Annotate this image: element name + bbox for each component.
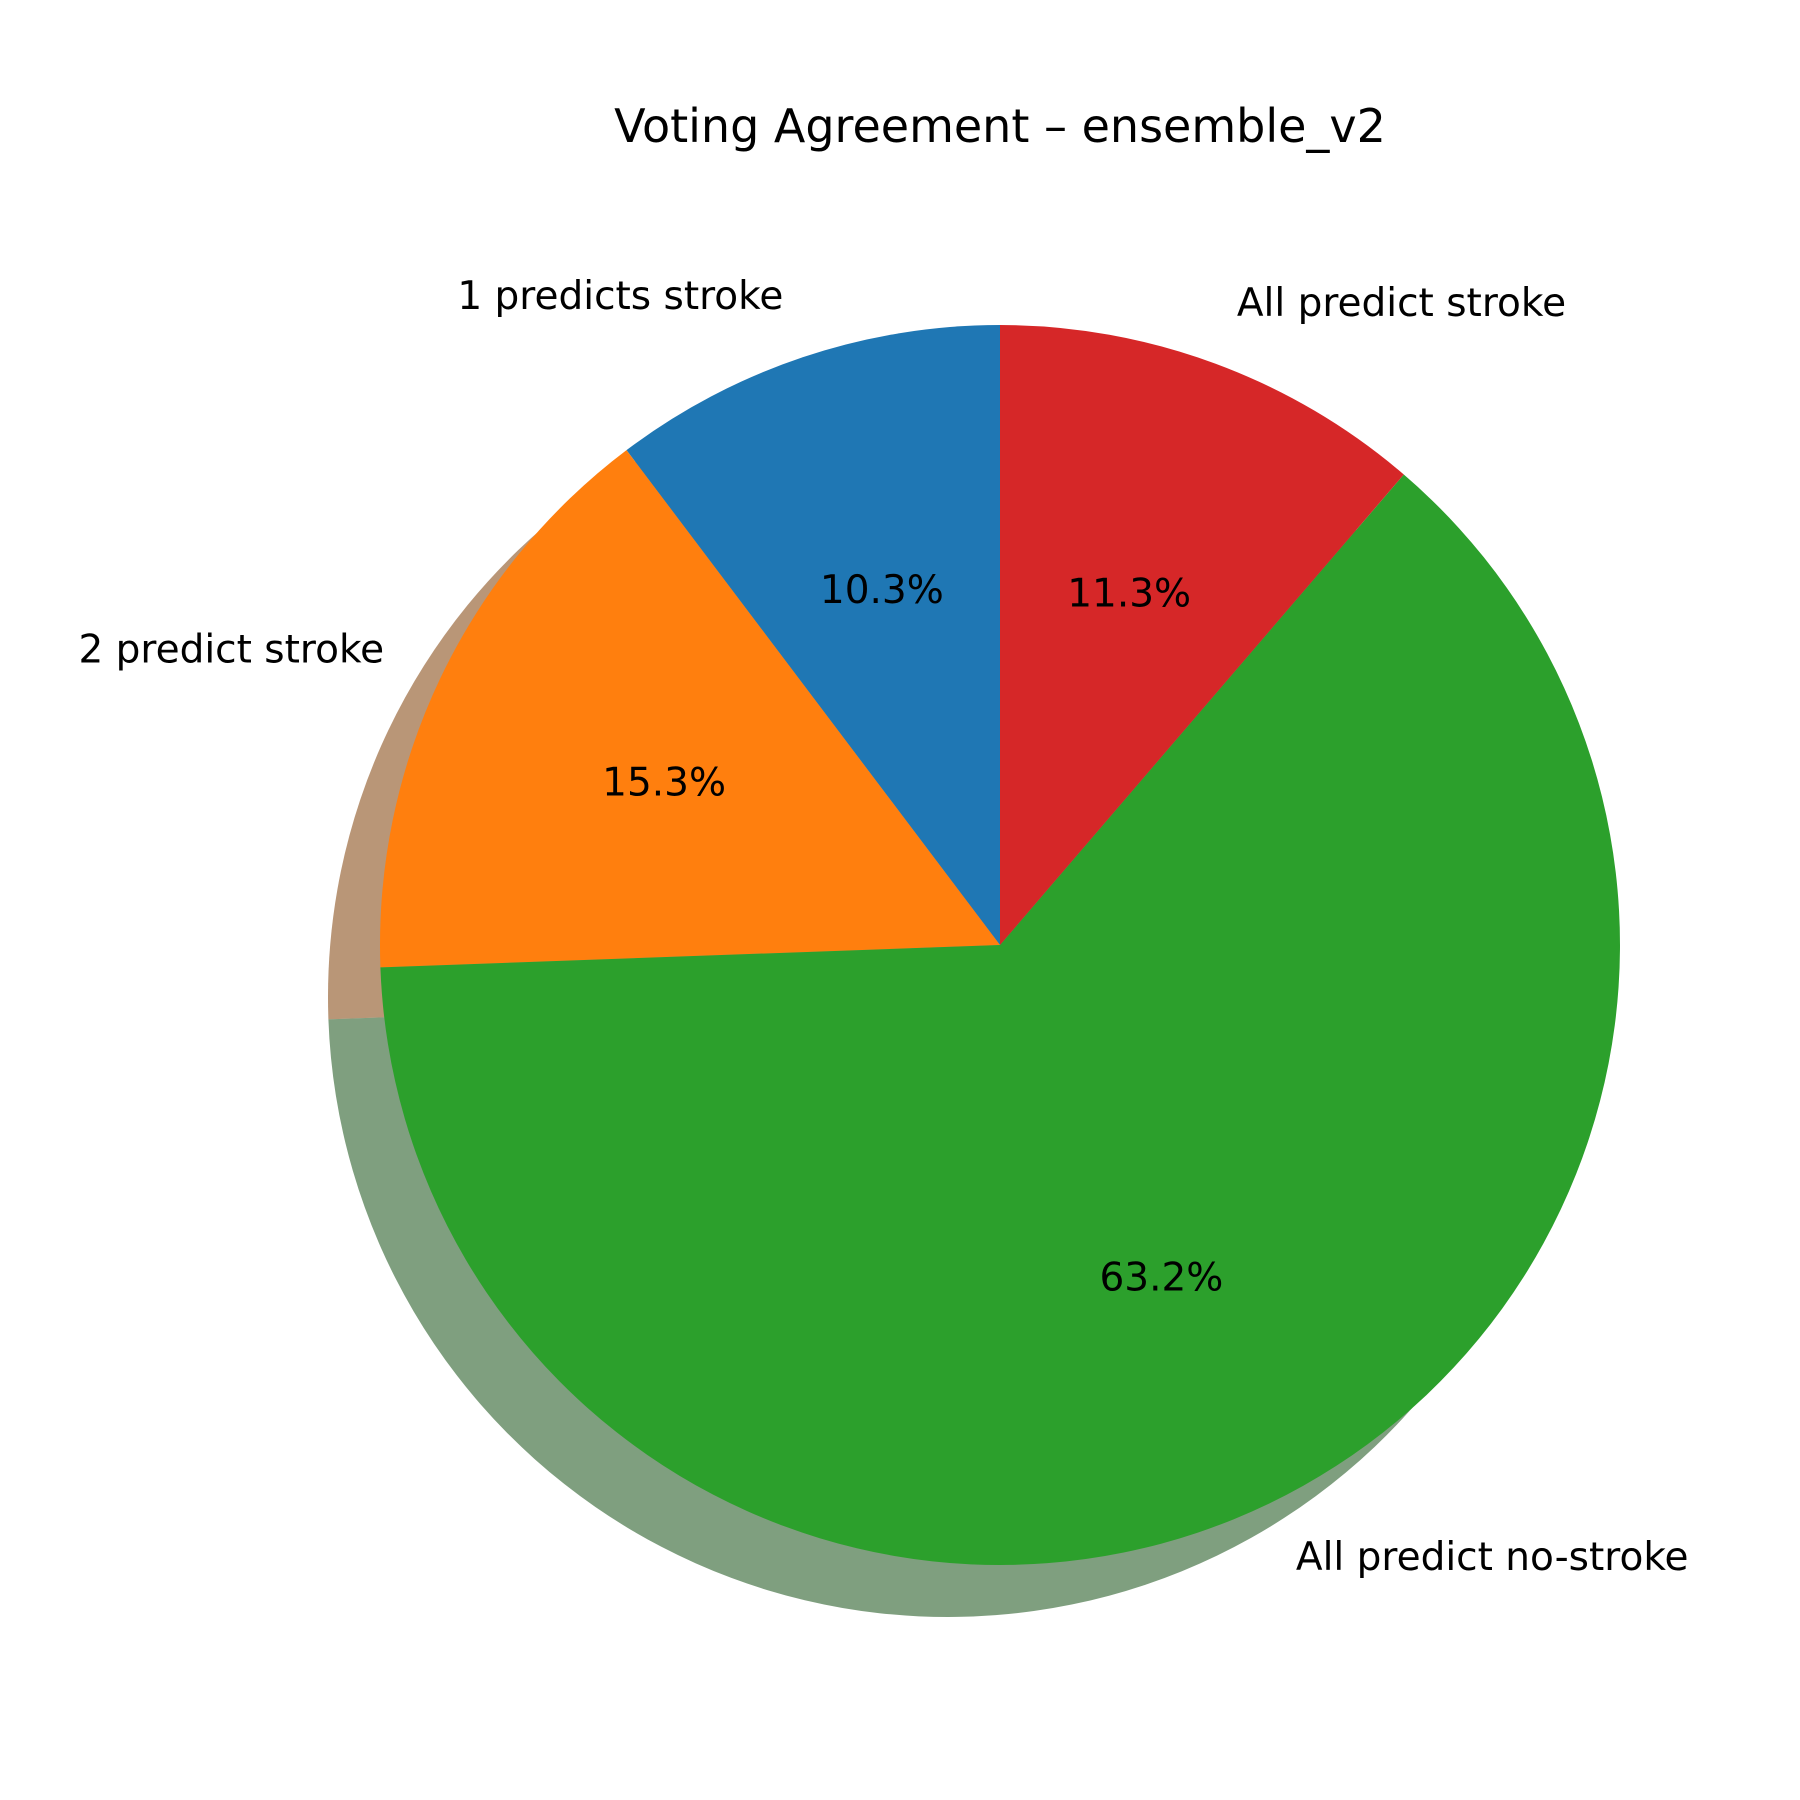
pct-label-all-predict-no-stroke: 63.2% bbox=[1099, 1256, 1223, 1301]
pie-slices bbox=[379, 325, 1620, 1566]
slice-2-predict-stroke bbox=[379, 450, 1001, 968]
pct-label-all-predict-stroke: 11.3% bbox=[1067, 572, 1191, 617]
slice-1-predicts-stroke bbox=[626, 325, 1000, 945]
label-2-predict-stroke: 2 predict stroke bbox=[78, 627, 384, 672]
slice-all-predict-stroke bbox=[1000, 325, 1404, 945]
pie-labels: 1 predicts stroke 10.3% 2 predict stroke 15… bbox=[78, 274, 1688, 1580]
label-all-predict-stroke: All predict stroke bbox=[1237, 281, 1566, 326]
label-1-predicts-stroke: 1 predicts stroke bbox=[457, 274, 783, 319]
pct-label-2-predict-stroke: 15.3% bbox=[602, 761, 726, 806]
chart-title: Voting Agreement – ensemble_v2 bbox=[614, 99, 1386, 153]
slice-all-predict-no-stroke bbox=[380, 474, 1620, 1566]
label-all-predict-no-stroke: All predict no-stroke bbox=[1296, 1535, 1689, 1580]
pct-label-1-predicts-stroke: 10.3% bbox=[820, 568, 944, 613]
